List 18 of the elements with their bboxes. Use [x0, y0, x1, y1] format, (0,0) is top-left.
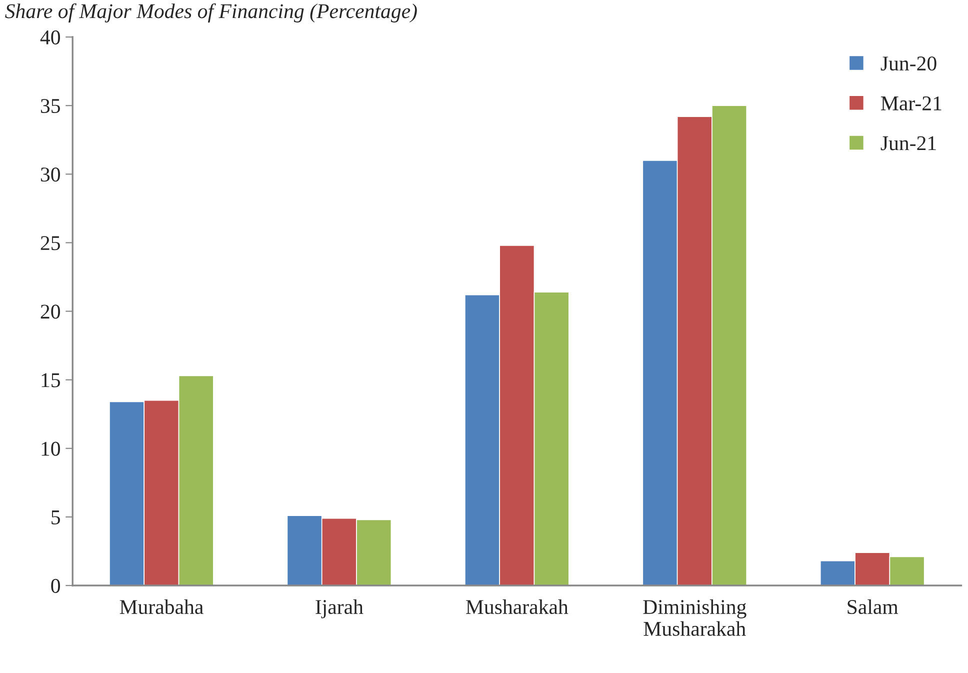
legend-label: Jun-21 [880, 136, 936, 150]
chart-title: Share of Major Modes of Financing (Percentage) [5, 3, 417, 22]
legend-label: Jun-20 [880, 56, 936, 71]
x-tick-label: Ijarah [316, 599, 364, 618]
x-tick-label: Musharakah [466, 599, 568, 614]
y-tick-label: 0 [51, 578, 60, 593]
y-tick-label: 20 [40, 304, 60, 319]
y-tick-label: 30 [40, 168, 60, 182]
y-tick-label: 5 [52, 510, 60, 524]
y-tick-label: 10 [42, 442, 60, 456]
y-tick-label: 35 [40, 99, 60, 114]
x-tick-label: Murabaha [120, 599, 204, 614]
legend-label: Mar-21 [881, 96, 942, 110]
y-tick-label: 15 [42, 373, 60, 388]
y-tick-label: 25 [40, 236, 60, 250]
y-tick-label: 40 [40, 30, 60, 44]
x-tick-label: Salam [848, 599, 898, 614]
x-tick-label: Diminishing Musharakah [643, 599, 746, 636]
